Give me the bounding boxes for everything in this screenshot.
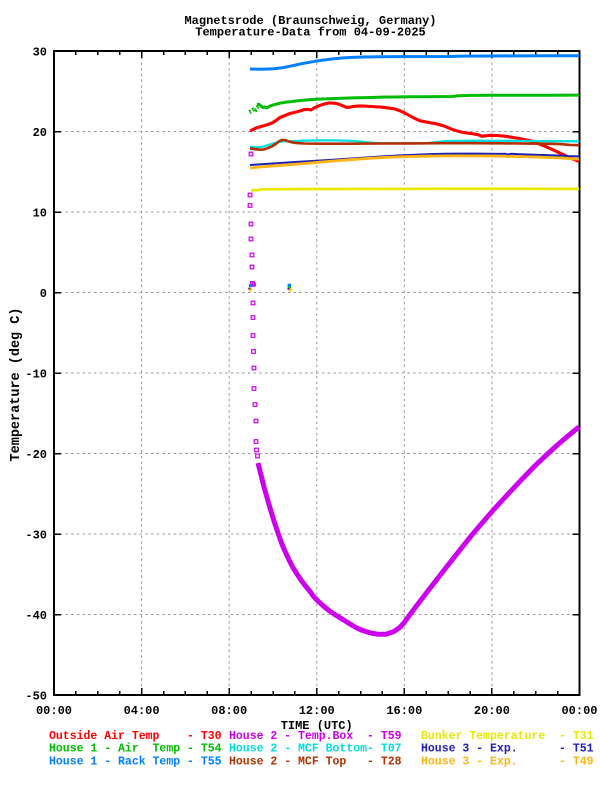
- svg-text:0: 0: [40, 287, 47, 301]
- svg-text:-30: -30: [25, 529, 47, 543]
- svg-text:04:00: 04:00: [124, 704, 160, 718]
- svg-text:House 2 - MCF Top - T28: House 2 - MCF Top - T28: [229, 756, 402, 769]
- svg-text:-40: -40: [25, 609, 47, 623]
- svg-text:House 2 - MCF Bottom- T07: House 2 - MCF Bottom- T07: [229, 743, 402, 756]
- svg-text:House 3 - Exp. - T51: House 3 - Exp. - T51: [421, 743, 594, 756]
- svg-text:30: 30: [33, 46, 47, 60]
- svg-text:House 1 - Rack Temp - T55: House 1 - Rack Temp - T55: [49, 756, 222, 769]
- svg-text:00:00: 00:00: [561, 704, 597, 718]
- svg-text:House 2 - Temp.Box - T59: House 2 - Temp.Box - T59: [229, 730, 402, 743]
- svg-text:Bunker Temperature - T31: Bunker Temperature - T31: [421, 730, 594, 743]
- svg-text:House 1 - Air Temp - T54: House 1 - Air Temp - T54: [49, 743, 222, 756]
- svg-text:00:00: 00:00: [36, 704, 72, 718]
- svg-text:20: 20: [33, 126, 47, 140]
- svg-text:Outside Air Temp - T30: Outside Air Temp - T30: [49, 730, 222, 743]
- svg-text:-20: -20: [25, 448, 47, 462]
- svg-text:House 3 - Exp. - T49: House 3 - Exp. - T49: [421, 756, 594, 769]
- svg-text:TIME (UTC): TIME (UTC): [281, 719, 353, 733]
- svg-text:08:00: 08:00: [211, 704, 247, 718]
- svg-text:-10: -10: [25, 368, 47, 382]
- svg-text:16:00: 16:00: [386, 704, 422, 718]
- svg-text:10: 10: [33, 207, 47, 221]
- svg-text:12:00: 12:00: [299, 704, 335, 718]
- svg-text:Temperature (deg C): Temperature (deg C): [9, 308, 24, 462]
- svg-text:Temperature-Data from 04-09-20: Temperature-Data from 04-09-2025: [195, 26, 425, 40]
- svg-text:-50: -50: [25, 690, 47, 704]
- svg-text:Magnetsrode (Braunschweig, Ger: Magnetsrode (Braunschweig, Germany): [184, 14, 436, 28]
- svg-text:20:00: 20:00: [474, 704, 510, 718]
